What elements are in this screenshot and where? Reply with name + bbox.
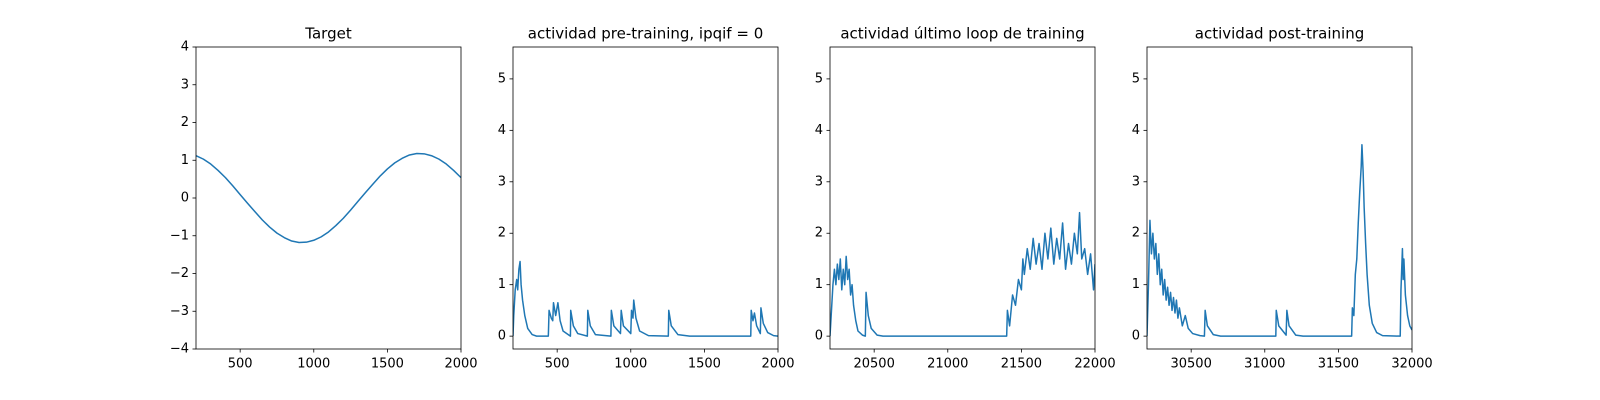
y-tick-label: 1 xyxy=(181,153,189,168)
axes-frame xyxy=(1146,46,1413,350)
y-tick-label: 2 xyxy=(815,226,823,241)
x-tick-label: 500 xyxy=(228,357,253,372)
y-tick-label: 2 xyxy=(498,226,506,241)
x-tick-label: 31500 xyxy=(1318,357,1359,372)
y-tick-label: 1 xyxy=(815,277,823,292)
y-tick-label: 5 xyxy=(498,71,506,86)
y-tick-label: 3 xyxy=(181,77,189,92)
y-tick-label: 4 xyxy=(1132,123,1140,138)
x-tick-label: 21000 xyxy=(927,357,968,372)
x-tick-label: 1500 xyxy=(371,357,404,372)
y-tick-label: −1 xyxy=(170,228,189,243)
axes-frame xyxy=(512,46,779,350)
x-tick-label: 500 xyxy=(545,357,570,372)
x-tick-label: 32000 xyxy=(1391,357,1432,372)
y-tick-label: −3 xyxy=(170,304,189,319)
y-tick-label: 4 xyxy=(181,40,189,55)
chart-title: actividad post-training xyxy=(1195,25,1364,43)
y-tick-label: 3 xyxy=(498,174,506,189)
y-tick-label: 5 xyxy=(1132,71,1140,86)
axes-frame xyxy=(195,46,462,350)
data-line xyxy=(830,211,1095,337)
x-tick-label: 1500 xyxy=(688,357,721,372)
y-tick-label: 1 xyxy=(498,277,506,292)
chart-title: actividad pre-training, ipqif = 0 xyxy=(528,25,764,43)
axes-frame xyxy=(829,46,1096,350)
y-tick-label: 0 xyxy=(498,329,506,344)
y-tick-label: 3 xyxy=(1132,174,1140,189)
x-tick-label: 2000 xyxy=(761,357,794,372)
y-tick-label: 4 xyxy=(815,123,823,138)
y-tick-label: 1 xyxy=(1132,277,1140,292)
x-tick-label: 1000 xyxy=(614,357,647,372)
y-tick-label: 2 xyxy=(181,115,189,130)
y-tick-label: 4 xyxy=(498,123,506,138)
data-line xyxy=(1147,144,1412,337)
x-tick-label: 22000 xyxy=(1074,357,1115,372)
x-tick-label: 21500 xyxy=(1001,357,1042,372)
x-tick-label: 2000 xyxy=(444,357,477,372)
y-tick-label: −4 xyxy=(170,342,189,357)
y-tick-label: 3 xyxy=(815,174,823,189)
y-tick-label: 2 xyxy=(1132,226,1140,241)
y-tick-label: 0 xyxy=(1132,329,1140,344)
y-tick-label: 0 xyxy=(181,191,189,206)
data-line xyxy=(196,152,461,244)
x-tick-label: 1000 xyxy=(297,357,330,372)
chart-title: actividad último loop de training xyxy=(840,25,1084,43)
chart-title: Target xyxy=(304,25,352,43)
x-tick-label: 20500 xyxy=(853,357,894,372)
x-tick-label: 31000 xyxy=(1244,357,1285,372)
y-tick-label: 0 xyxy=(815,329,823,344)
y-tick-label: −2 xyxy=(170,266,189,281)
y-tick-label: 5 xyxy=(815,71,823,86)
data-line xyxy=(513,260,778,337)
x-tick-label: 30500 xyxy=(1170,357,1211,372)
